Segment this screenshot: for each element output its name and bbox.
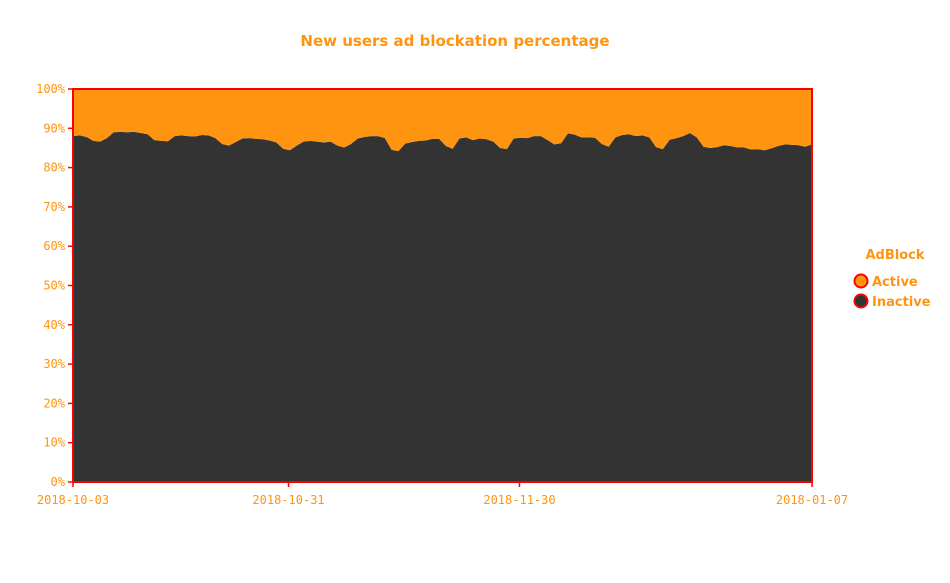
legend-label-inactive: Inactive bbox=[872, 295, 931, 310]
y-tick-label: 50% bbox=[43, 279, 65, 293]
x-tick-label: 2018-11-30 bbox=[483, 493, 555, 507]
plot-area bbox=[72, 88, 813, 483]
y-tick-label: 80% bbox=[43, 161, 65, 175]
y-tick-label: 10% bbox=[43, 436, 65, 450]
y-axis: 0% 10% 20% 30% 40% 50% 60% 70% 80% 90% 100% bbox=[36, 82, 73, 489]
area-series-active bbox=[73, 89, 812, 152]
y-tick-label: 20% bbox=[43, 396, 65, 410]
chart-title: New users ad blockation percentage bbox=[300, 32, 609, 50]
y-tick-label: 40% bbox=[43, 318, 65, 332]
y-tick-label: 30% bbox=[43, 357, 65, 371]
x-tick-label: 2018-10-03 bbox=[37, 493, 109, 507]
legend-label-active: Active bbox=[872, 275, 918, 290]
legend-title: AdBlock bbox=[865, 248, 924, 263]
legend-swatch-inactive bbox=[853, 293, 869, 309]
y-tick-label: 90% bbox=[43, 121, 65, 135]
x-tick-label: 2018-01-07 bbox=[776, 493, 848, 507]
area-series-inactive bbox=[73, 131, 812, 482]
y-tick-label: 70% bbox=[43, 200, 65, 214]
x-axis: 2018-10-03 2018-10-31 2018-11-30 2018-01-07 bbox=[37, 482, 848, 507]
y-tick-label: 100% bbox=[36, 82, 66, 96]
legend: AdBlock Active Inactive bbox=[853, 248, 931, 310]
y-tick-label: 60% bbox=[43, 239, 65, 253]
legend-swatch-active bbox=[853, 273, 869, 289]
y-tick-label: 0% bbox=[51, 475, 66, 489]
x-tick-label: 2018-10-31 bbox=[252, 493, 324, 507]
